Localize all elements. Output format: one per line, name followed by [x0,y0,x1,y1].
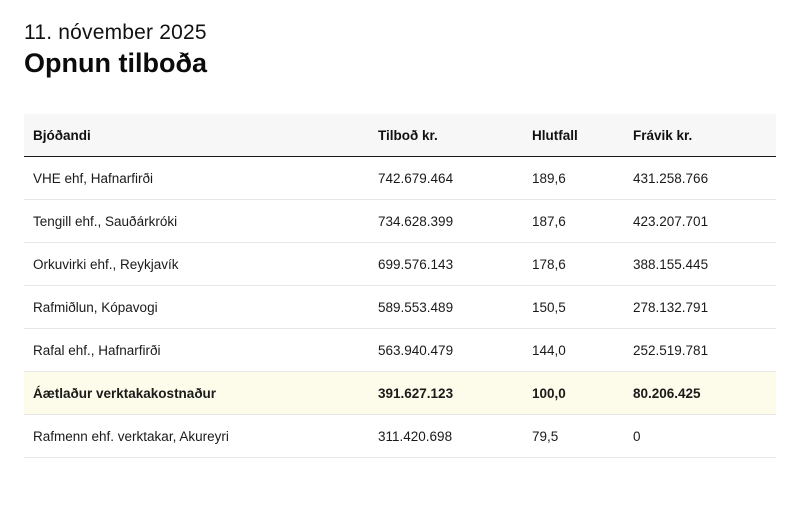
cell-bidder: VHE ehf, Hafnarfirði [24,156,369,200]
cell-bidder: Tengill ehf., Sauðárkróki [24,199,369,243]
cell-deviation: 80.206.425 [624,371,776,415]
cell-offer: 391.627.123 [369,371,523,415]
cell-bidder: Rafmiðlun, Kópavogi [24,285,369,329]
column-header-deviation: Frávik kr. [624,114,776,157]
cell-offer: 311.420.698 [369,414,523,458]
table-row: Orkuvirki ehf., Reykjavík 699.576.143 17… [24,242,776,286]
cell-bidder: Rafal ehf., Hafnarfirði [24,328,369,372]
cell-bidder: Áætlaður verktakakostnaður [24,371,369,415]
table-body: VHE ehf, Hafnarfirði 742.679.464 189,6 4… [24,156,776,458]
cell-bidder: Orkuvirki ehf., Reykjavík [24,242,369,286]
cell-deviation: 423.207.701 [624,199,776,243]
table-row: Rafal ehf., Hafnarfirði 563.940.479 144,… [24,328,776,372]
bids-table: Bjóðandi Tilboð kr. Hlutfall Frávik kr. … [24,114,776,458]
estimate-row: Áætlaður verktakakostnaður 391.627.123 1… [24,371,776,415]
cell-deviation: 431.258.766 [624,156,776,200]
table-row: Tengill ehf., Sauðárkróki 734.628.399 18… [24,199,776,243]
cell-offer: 742.679.464 [369,156,523,200]
table-row: Rafmenn ehf. verktakar, Akureyri 311.420… [24,414,776,458]
column-header-ratio: Hlutfall [523,114,624,157]
page-title: Opnun tilboða [24,48,207,78]
cell-offer: 563.940.479 [369,328,523,372]
cell-ratio: 150,5 [523,285,624,329]
cell-ratio: 187,6 [523,199,624,243]
cell-ratio: 144,0 [523,328,624,372]
column-header-bidder: Bjóðandi [24,114,369,157]
cell-ratio: 189,6 [523,156,624,200]
column-header-offer: Tilboð kr. [369,114,523,157]
cell-ratio: 79,5 [523,414,624,458]
cell-deviation: 388.155.445 [624,242,776,286]
cell-ratio: 178,6 [523,242,624,286]
cell-offer: 699.576.143 [369,242,523,286]
cell-deviation: 278.132.791 [624,285,776,329]
cell-offer: 734.628.399 [369,199,523,243]
cell-ratio: 100,0 [523,371,624,415]
date-text: 11. nóvember 2025 [24,21,207,44]
table-header-row: Bjóðandi Tilboð kr. Hlutfall Frávik kr. [24,114,776,157]
cell-deviation: 252.519.781 [624,328,776,372]
table-row: Rafmiðlun, Kópavogi 589.553.489 150,5 27… [24,285,776,329]
table-row: VHE ehf, Hafnarfirði 742.679.464 189,6 4… [24,156,776,200]
cell-deviation: 0 [624,414,776,458]
cell-bidder: Rafmenn ehf. verktakar, Akureyri [24,414,369,458]
cell-offer: 589.553.489 [369,285,523,329]
table-header: Bjóðandi Tilboð kr. Hlutfall Frávik kr. [24,114,776,157]
